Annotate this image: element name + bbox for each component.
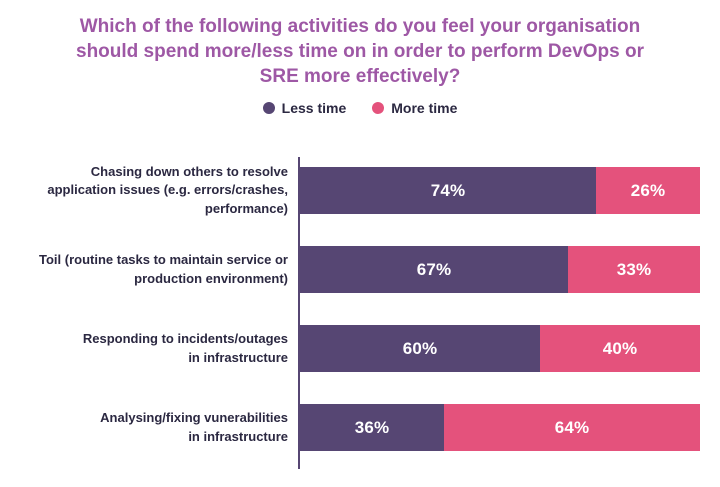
- legend-label-less-time: Less time: [281, 100, 347, 117]
- category-label: Analysing/fixing vunerabilities in infra…: [100, 410, 288, 444]
- chart-title: Which of the following activities do you…: [76, 16, 644, 88]
- bar-segment-more-time: 26%: [596, 167, 700, 214]
- category-label: Chasing down others to resolve applicati…: [47, 163, 288, 216]
- bar-value-label: 36%: [354, 417, 390, 437]
- legend-item-more-time: More time: [372, 100, 457, 116]
- bar-row: 36% 64%: [300, 404, 700, 451]
- bar-row: 67% 33%: [300, 246, 700, 293]
- legend-label-more-time: More time: [391, 100, 458, 117]
- bar-segment-less-time: 36%: [300, 404, 444, 451]
- legend-dot-less-time-icon: [262, 102, 275, 115]
- bar-value-label: 33%: [616, 259, 652, 279]
- chart-canvas: Which of the following activities do you…: [0, 14, 720, 487]
- stacked-bar-chart: Chasing down others to resolve applicati…: [0, 157, 720, 469]
- bar-segment-less-time: 67%: [300, 246, 568, 293]
- bar-segment-more-time: 64%: [444, 404, 700, 451]
- bar-segment-less-time: 74%: [300, 167, 596, 214]
- category-labels-column: Chasing down others to resolve applicati…: [0, 157, 298, 469]
- bar-row: 60% 40%: [300, 325, 700, 372]
- bar-value-label: 40%: [602, 338, 638, 358]
- category-label: Toil (routine tasks to maintain service …: [39, 252, 288, 286]
- bar-value-label: 64%: [554, 417, 590, 437]
- legend: Less time More time: [0, 100, 720, 116]
- legend-item-less-time: Less time: [262, 100, 347, 117]
- bar-value-label: 26%: [630, 180, 666, 200]
- bar-segment-less-time: 60%: [300, 325, 540, 372]
- bar-row: 74% 26%: [300, 167, 700, 214]
- bars-column: 74% 26% 67% 33% 60% 40% 36% 64%: [298, 157, 702, 469]
- legend-dot-more-time-icon: [372, 102, 385, 115]
- category-label: Responding to incidents/outages in infra…: [82, 331, 288, 365]
- bar-value-label: 60%: [402, 338, 438, 358]
- bar-segment-more-time: 40%: [540, 325, 700, 372]
- bar-value-label: 67%: [416, 259, 452, 279]
- bar-value-label: 74%: [430, 180, 466, 200]
- bar-segment-more-time: 33%: [568, 246, 700, 293]
